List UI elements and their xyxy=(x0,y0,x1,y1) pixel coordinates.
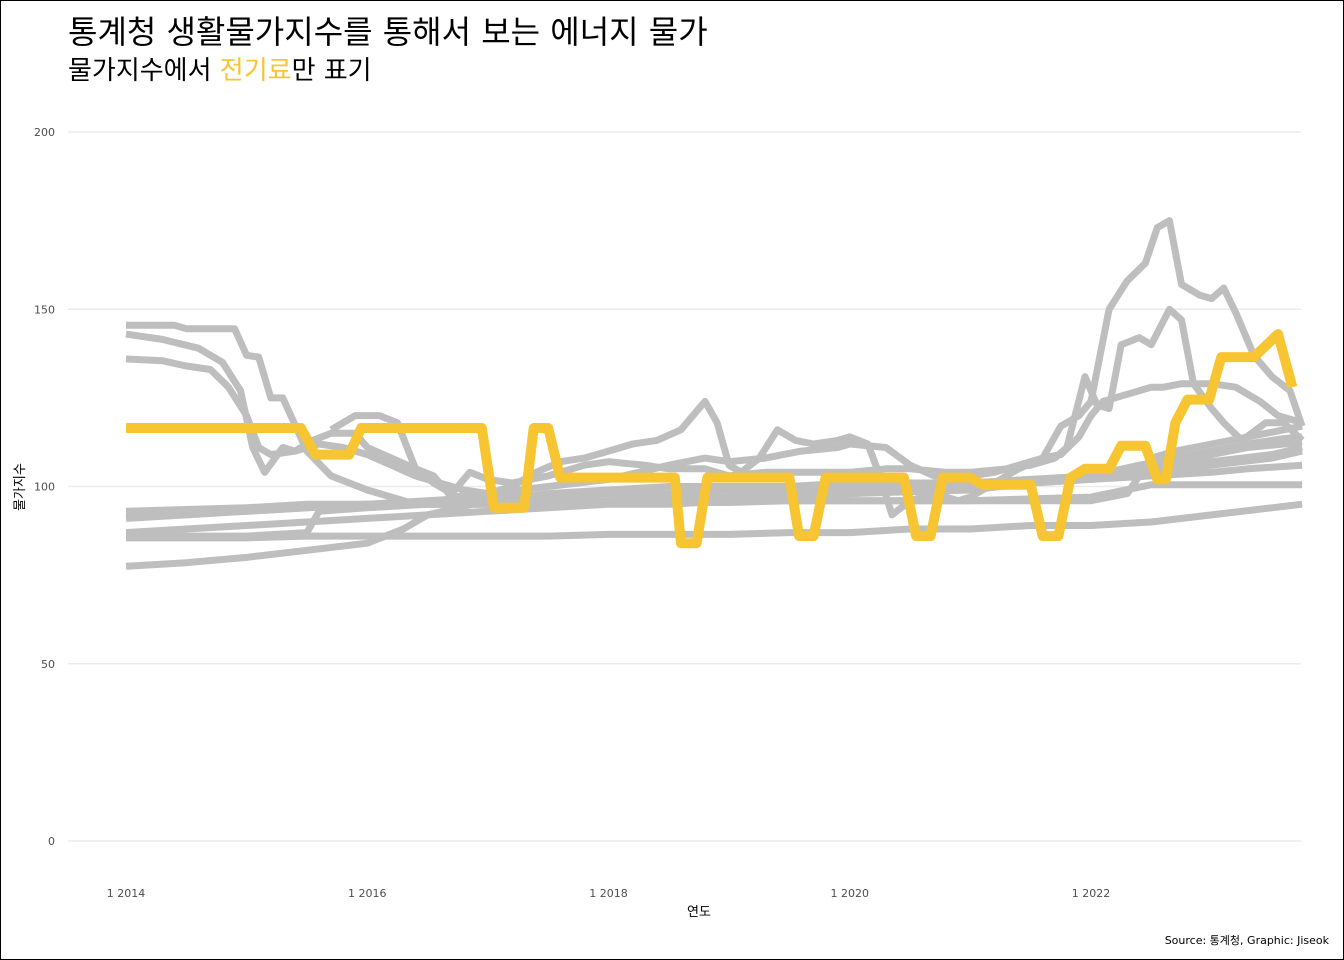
chart-title: 통계청 생활물가지수를 통해서 보는 에너지 물가 xyxy=(68,13,708,51)
x-tick-labels: 1 2014 1 2016 1 2018 1 2020 1 2022 xyxy=(107,887,1111,900)
x-axis-title: 연도 xyxy=(687,905,711,920)
series-line-8 xyxy=(126,500,1303,542)
x-tick-label: 1 2018 xyxy=(589,887,628,900)
y-tick-label: 200 xyxy=(34,126,55,139)
highlight-series xyxy=(126,329,1298,549)
grid-lines xyxy=(68,131,1301,842)
y-tick-label: 100 xyxy=(34,481,55,494)
source-caption: Source: 통계청, Graphic: Jiseok xyxy=(1164,934,1329,947)
y-tick-label: 0 xyxy=(48,835,55,848)
y-tick-labels: 0 50 100 150 200 xyxy=(34,126,55,848)
subtitle-highlight: 전기료 xyxy=(219,56,292,86)
electricity-series-line xyxy=(126,329,1298,549)
x-tick-label: 1 2014 xyxy=(107,887,146,900)
chart-subtitle: 물가지수에서 전기료만 표기 xyxy=(68,50,372,87)
x-tick-label: 1 2022 xyxy=(1072,887,1111,900)
x-tick-label: 1 2016 xyxy=(348,887,387,900)
subtitle-after: 만 표기 xyxy=(291,56,372,86)
x-tick-label: 1 2020 xyxy=(831,887,870,900)
series-line-11 xyxy=(329,305,1305,498)
y-axis-title: 물가지수 xyxy=(13,463,28,511)
background-series xyxy=(125,217,1306,570)
y-tick-label: 150 xyxy=(34,303,55,316)
subtitle-before: 물가지수에서 xyxy=(68,56,220,86)
y-tick-label: 50 xyxy=(41,658,55,671)
